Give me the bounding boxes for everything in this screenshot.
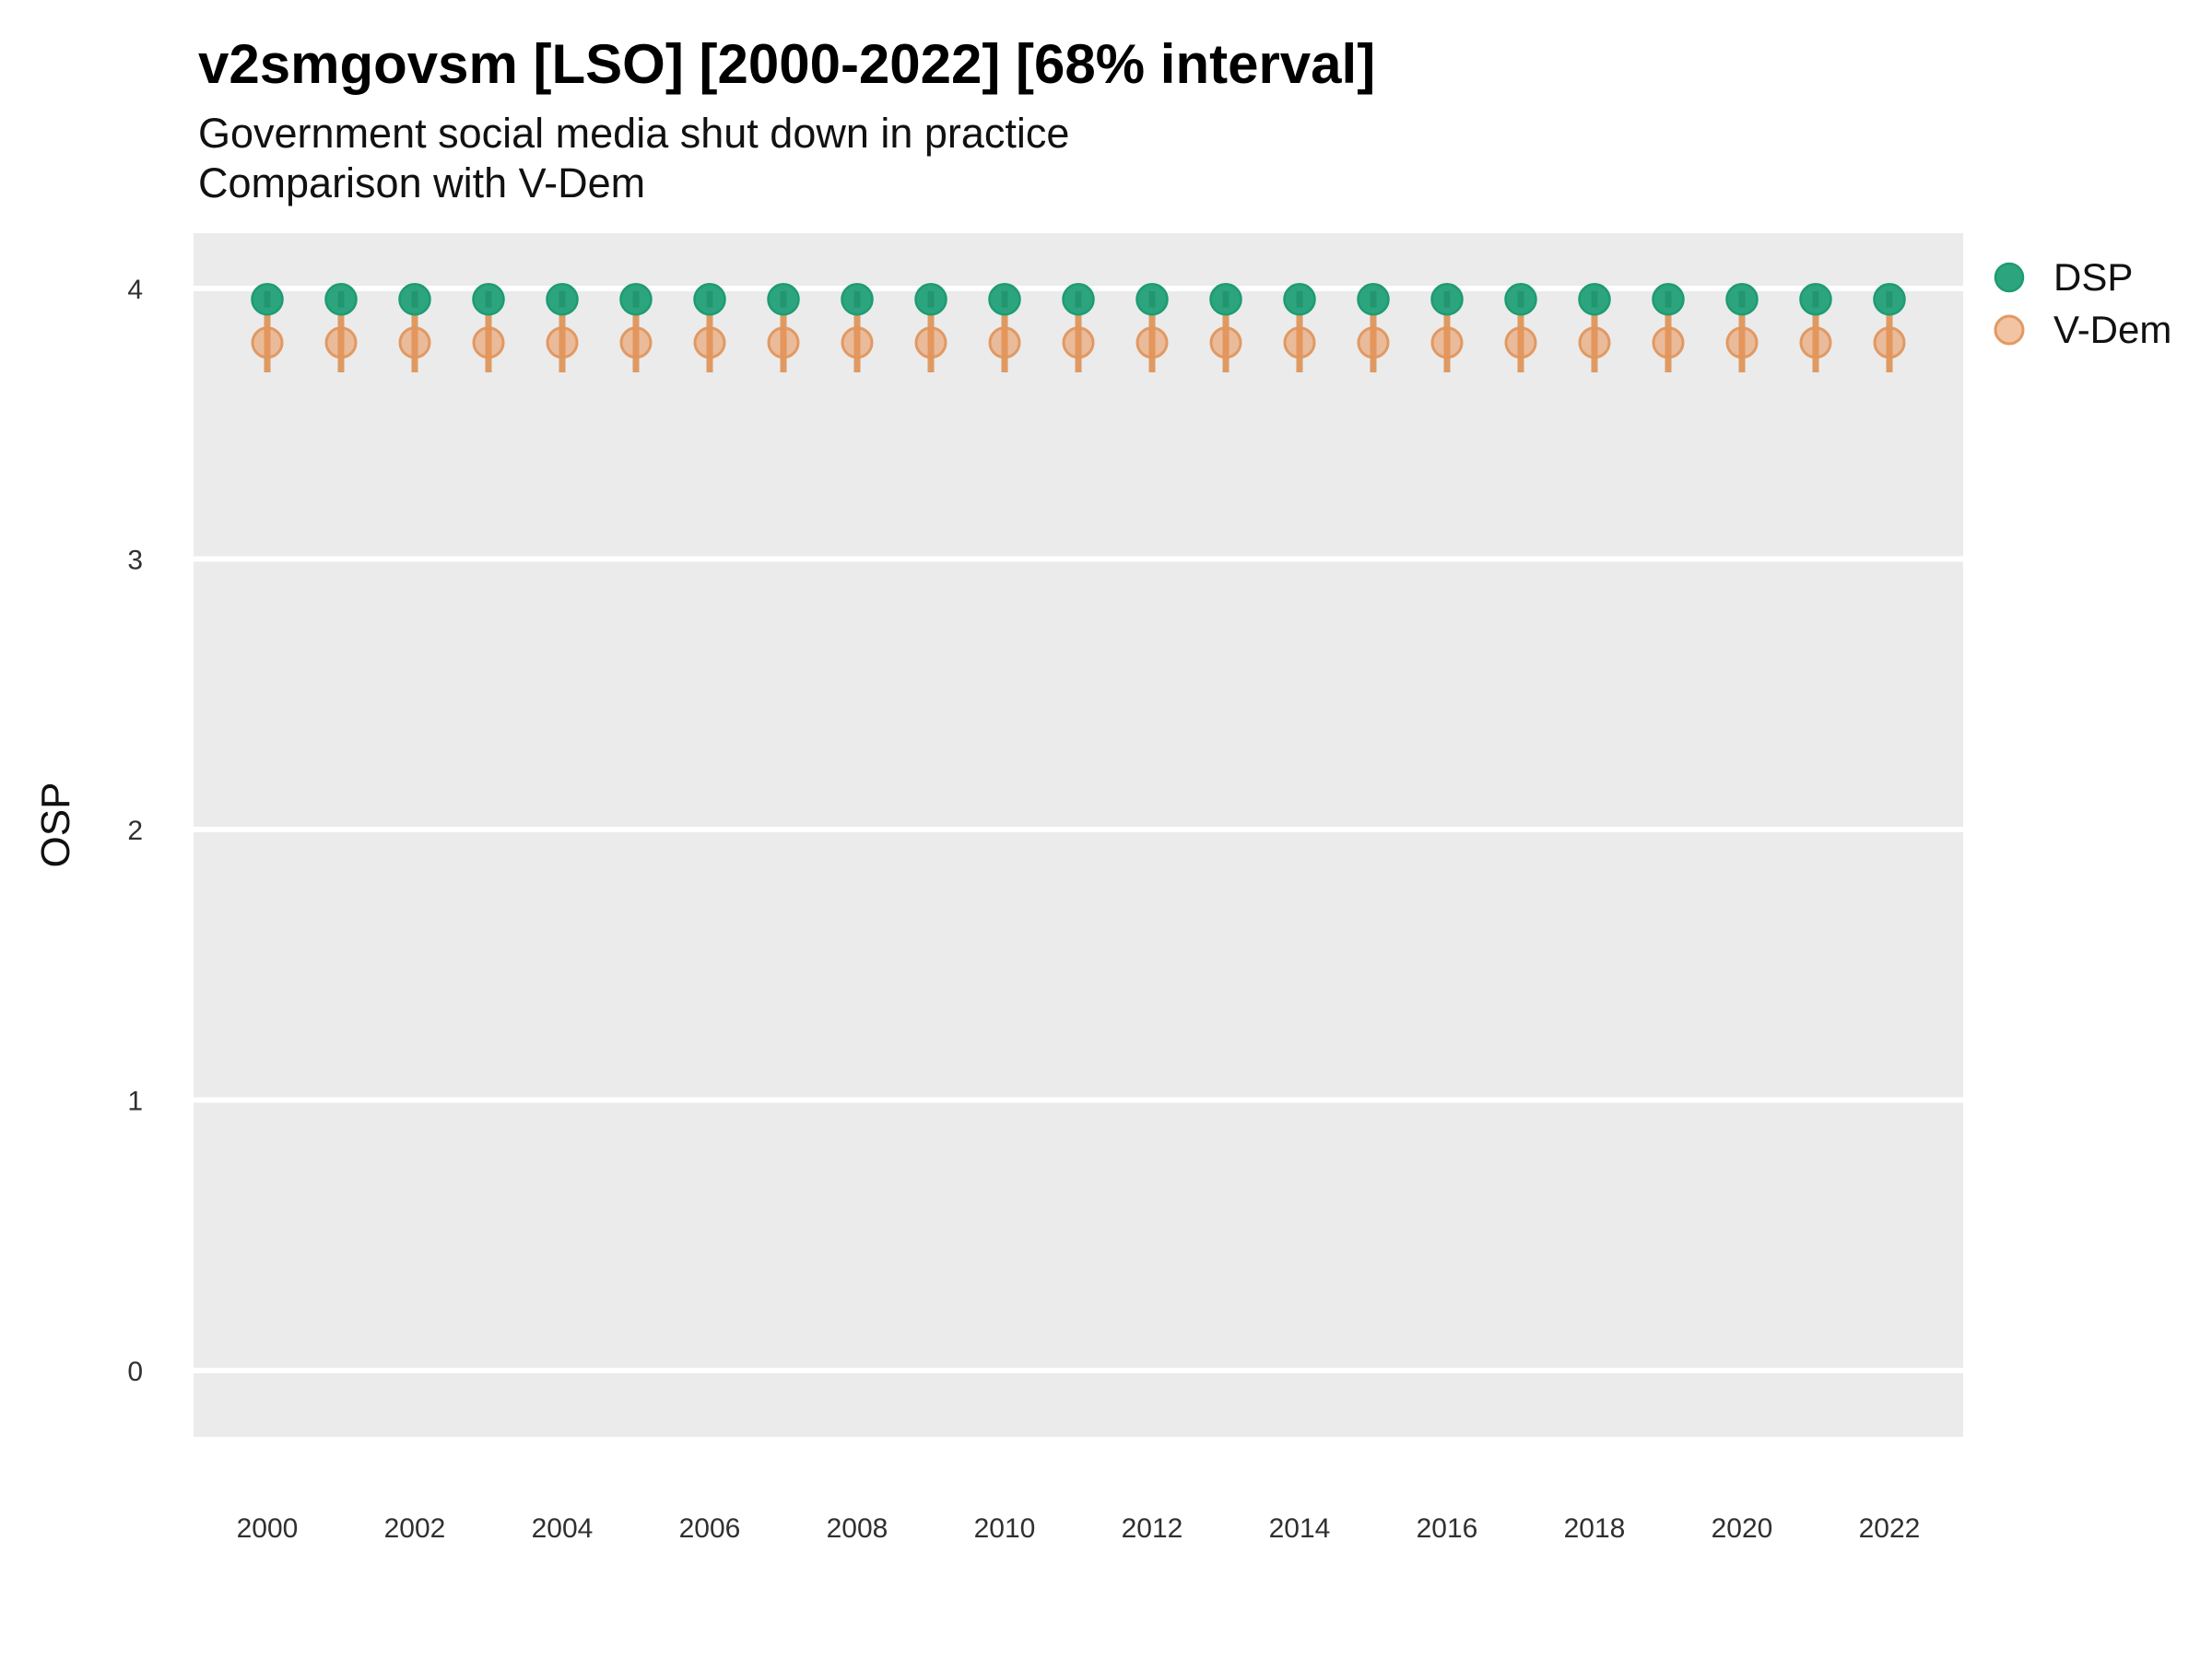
vdem-point-2017 [1504,326,1537,359]
legend-item-vdem: V-Dem [1989,303,2171,356]
x-tick-label-2002: 2002 [384,1513,446,1544]
dsp-point-2006 [693,282,726,316]
dsp-point-2009 [914,282,947,316]
vdem-point-2006 [693,326,726,359]
x-tick-label-2000: 2000 [237,1513,299,1544]
y-tick-label-2: 2 [127,816,143,846]
dsp-point-2008 [841,282,874,316]
x-tick-label-2012: 2012 [1122,1513,1183,1544]
chart-subtitle-line2: Comparison with V-Dem [198,159,646,206]
legend-label-vdem: V-Dem [2053,307,2172,351]
vdem-point-2014 [1283,326,1316,359]
vdem-point-2015 [1357,326,1390,359]
legend-label-dsp: DSP [2053,254,2134,299]
dsp-point-2022 [1873,282,1906,316]
dsp-legend-marker-icon [1994,262,2025,292]
vdem-point-2011 [1062,326,1095,359]
vdem-point-2000 [251,326,284,359]
dsp-point-2000 [251,282,284,316]
vdem-point-2022 [1873,326,1906,359]
dsp-point-2014 [1283,282,1316,316]
y-tick-label-3: 3 [127,546,143,576]
vdem-point-2009 [914,326,947,359]
vdem-legend-marker-icon [1994,314,2025,345]
vdem-point-2018 [1578,326,1611,359]
dsp-point-2011 [1062,282,1095,316]
dsp-point-2013 [1209,282,1242,316]
dsp-point-2019 [1652,282,1685,316]
plot-panel [194,233,1963,1437]
x-tick-label-2016: 2016 [1417,1513,1478,1544]
dsp-point-2018 [1578,282,1611,316]
x-tick-label-2004: 2004 [532,1513,594,1544]
y-tick-label-0: 0 [127,1357,143,1387]
vdem-point-2012 [1135,326,1169,359]
vdem-point-2005 [619,326,653,359]
chart-title: v2smgovsm [LSO] [2000-2022] [68% interva… [198,33,1376,95]
dsp-point-2017 [1504,282,1537,316]
dsp-point-2002 [398,282,431,316]
y-tick-label-1: 1 [127,1087,143,1117]
dsp-point-2021 [1799,282,1832,316]
x-tick-label-2014: 2014 [1269,1513,1331,1544]
vdem-point-2007 [767,326,800,359]
vdem-point-2013 [1209,326,1242,359]
x-tick-label-2008: 2008 [827,1513,888,1544]
vdem-point-2020 [1725,326,1759,359]
vdem-point-2016 [1430,326,1464,359]
dsp-point-2005 [619,282,653,316]
x-tick-label-2018: 2018 [1564,1513,1626,1544]
dsp-point-2012 [1135,282,1169,316]
x-tick-label-2020: 2020 [1712,1513,1773,1544]
vdem-point-2003 [472,326,505,359]
x-tick-label-2010: 2010 [974,1513,1036,1544]
vdem-point-2019 [1652,326,1685,359]
dsp-point-2003 [472,282,505,316]
dsp-point-2007 [767,282,800,316]
vdem-point-2004 [546,326,579,359]
vdem-point-2010 [988,326,1021,359]
vdem-point-2002 [398,326,431,359]
dsp-point-2015 [1357,282,1390,316]
dsp-point-2010 [988,282,1021,316]
dsp-point-2020 [1725,282,1759,316]
vdem-point-2021 [1799,326,1832,359]
legend: DSP V-Dem [1989,251,2171,356]
x-tick-label-2006: 2006 [679,1513,741,1544]
chart-subtitle-line1: Government social media shut down in pra… [198,110,1070,157]
vdem-point-2001 [324,326,358,359]
dsp-point-2004 [546,282,579,316]
dsp-point-2001 [324,282,358,316]
x-tick-label-2022: 2022 [1859,1513,1921,1544]
y-tick-label-4: 4 [127,275,143,305]
dsp-point-2016 [1430,282,1464,316]
y-axis-title: OSP [33,782,78,868]
vdem-point-2008 [841,326,874,359]
legend-item-dsp: DSP [1989,251,2171,303]
